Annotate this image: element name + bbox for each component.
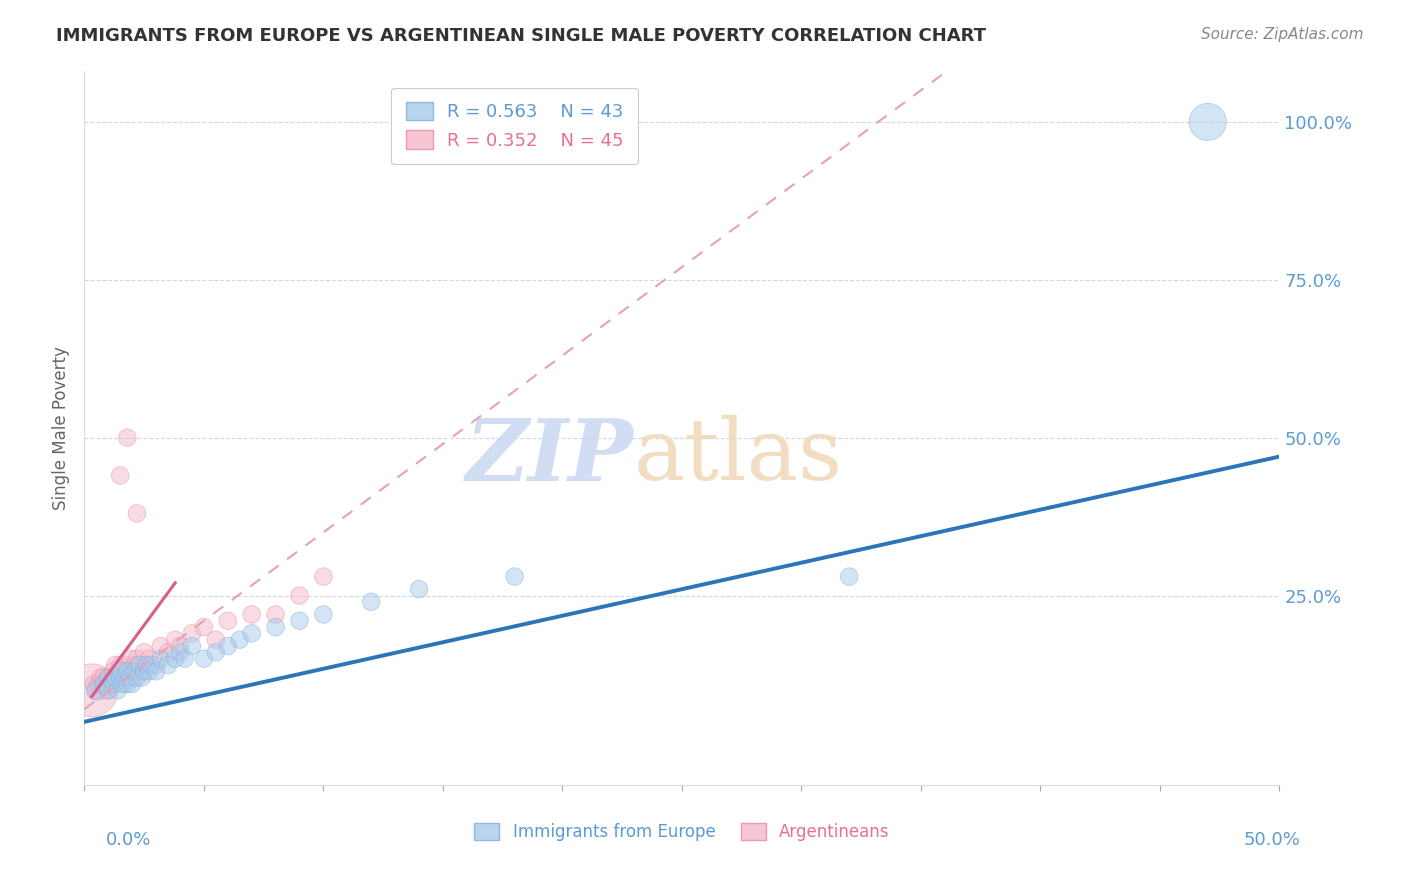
Point [124, 665, 146, 679]
Legend: Immigrants from Europe, Argentineans: Immigrants from Europe, Argentineans [468, 816, 896, 848]
Point [141, 657, 163, 672]
Point [205, 632, 228, 647]
Text: 0.0%: 0.0% [105, 831, 150, 849]
Point [157, 657, 180, 672]
Point [173, 651, 195, 665]
Point [107, 683, 129, 698]
Point [145, 665, 167, 679]
Point [838, 569, 860, 583]
Point [101, 665, 124, 679]
Point [93, 671, 115, 685]
Point [125, 671, 148, 685]
Point [145, 657, 167, 672]
Point [193, 651, 215, 665]
Point [132, 645, 156, 659]
Text: IMMIGRANTS FROM EUROPE VS ARGENTINEAN SINGLE MALE POVERTY CORRELATION CHART: IMMIGRANTS FROM EUROPE VS ARGENTINEAN SI… [56, 27, 986, 45]
Point [229, 632, 252, 647]
Point [240, 626, 263, 640]
Point [101, 677, 124, 691]
Point [97, 683, 120, 698]
Point [131, 671, 153, 685]
Point [165, 632, 187, 647]
Point [90, 671, 112, 685]
Point [240, 607, 263, 622]
Y-axis label: Single Male Poverty: Single Male Poverty [52, 346, 70, 510]
Point [86, 683, 108, 698]
Point [110, 665, 132, 679]
Point [169, 639, 191, 653]
Point [118, 651, 141, 665]
Point [110, 671, 132, 685]
Point [114, 657, 136, 672]
Point [193, 620, 215, 634]
Point [100, 677, 122, 691]
Point [111, 671, 134, 685]
Point [110, 468, 132, 483]
Point [104, 671, 127, 685]
Point [97, 671, 120, 685]
Point [288, 614, 311, 628]
Point [1197, 115, 1219, 129]
Point [149, 651, 172, 665]
Point [121, 677, 143, 691]
Point [149, 639, 172, 653]
Point [101, 671, 124, 685]
Point [217, 639, 239, 653]
Point [110, 665, 132, 679]
Point [117, 665, 139, 679]
Point [83, 677, 105, 691]
Point [128, 657, 150, 672]
Point [111, 677, 134, 691]
Point [104, 677, 127, 691]
Point [93, 677, 115, 691]
Text: atlas: atlas [634, 415, 844, 499]
Point [97, 683, 120, 698]
Point [181, 626, 204, 640]
Point [117, 665, 139, 679]
Text: ZIP: ZIP [467, 415, 634, 499]
Point [288, 589, 311, 603]
Point [97, 671, 120, 685]
Point [104, 657, 127, 672]
Point [264, 607, 287, 622]
Point [132, 665, 156, 679]
Point [117, 677, 139, 691]
Point [87, 677, 110, 691]
Point [157, 645, 180, 659]
Point [128, 657, 150, 672]
Point [125, 507, 148, 521]
Point [117, 431, 139, 445]
Point [90, 683, 112, 698]
Point [165, 651, 187, 665]
Point [312, 607, 335, 622]
Text: 50.0%: 50.0% [1244, 831, 1301, 849]
Point [360, 595, 382, 609]
Point [107, 671, 129, 685]
Point [138, 651, 160, 665]
Point [205, 645, 228, 659]
Text: Source: ZipAtlas.com: Source: ZipAtlas.com [1201, 27, 1364, 42]
Point [125, 651, 148, 665]
Point [93, 677, 115, 691]
Point [124, 657, 146, 672]
Point [118, 671, 141, 685]
Point [264, 620, 287, 634]
Point [181, 639, 204, 653]
Point [114, 671, 136, 685]
Point [135, 657, 157, 672]
Point [110, 657, 132, 672]
Point [121, 671, 143, 685]
Point [94, 677, 117, 691]
Point [312, 569, 335, 583]
Point [169, 645, 191, 659]
Point [80, 683, 103, 698]
Point [408, 582, 430, 597]
Point [86, 683, 108, 698]
Point [503, 569, 526, 583]
Point [138, 665, 160, 679]
Point [217, 614, 239, 628]
